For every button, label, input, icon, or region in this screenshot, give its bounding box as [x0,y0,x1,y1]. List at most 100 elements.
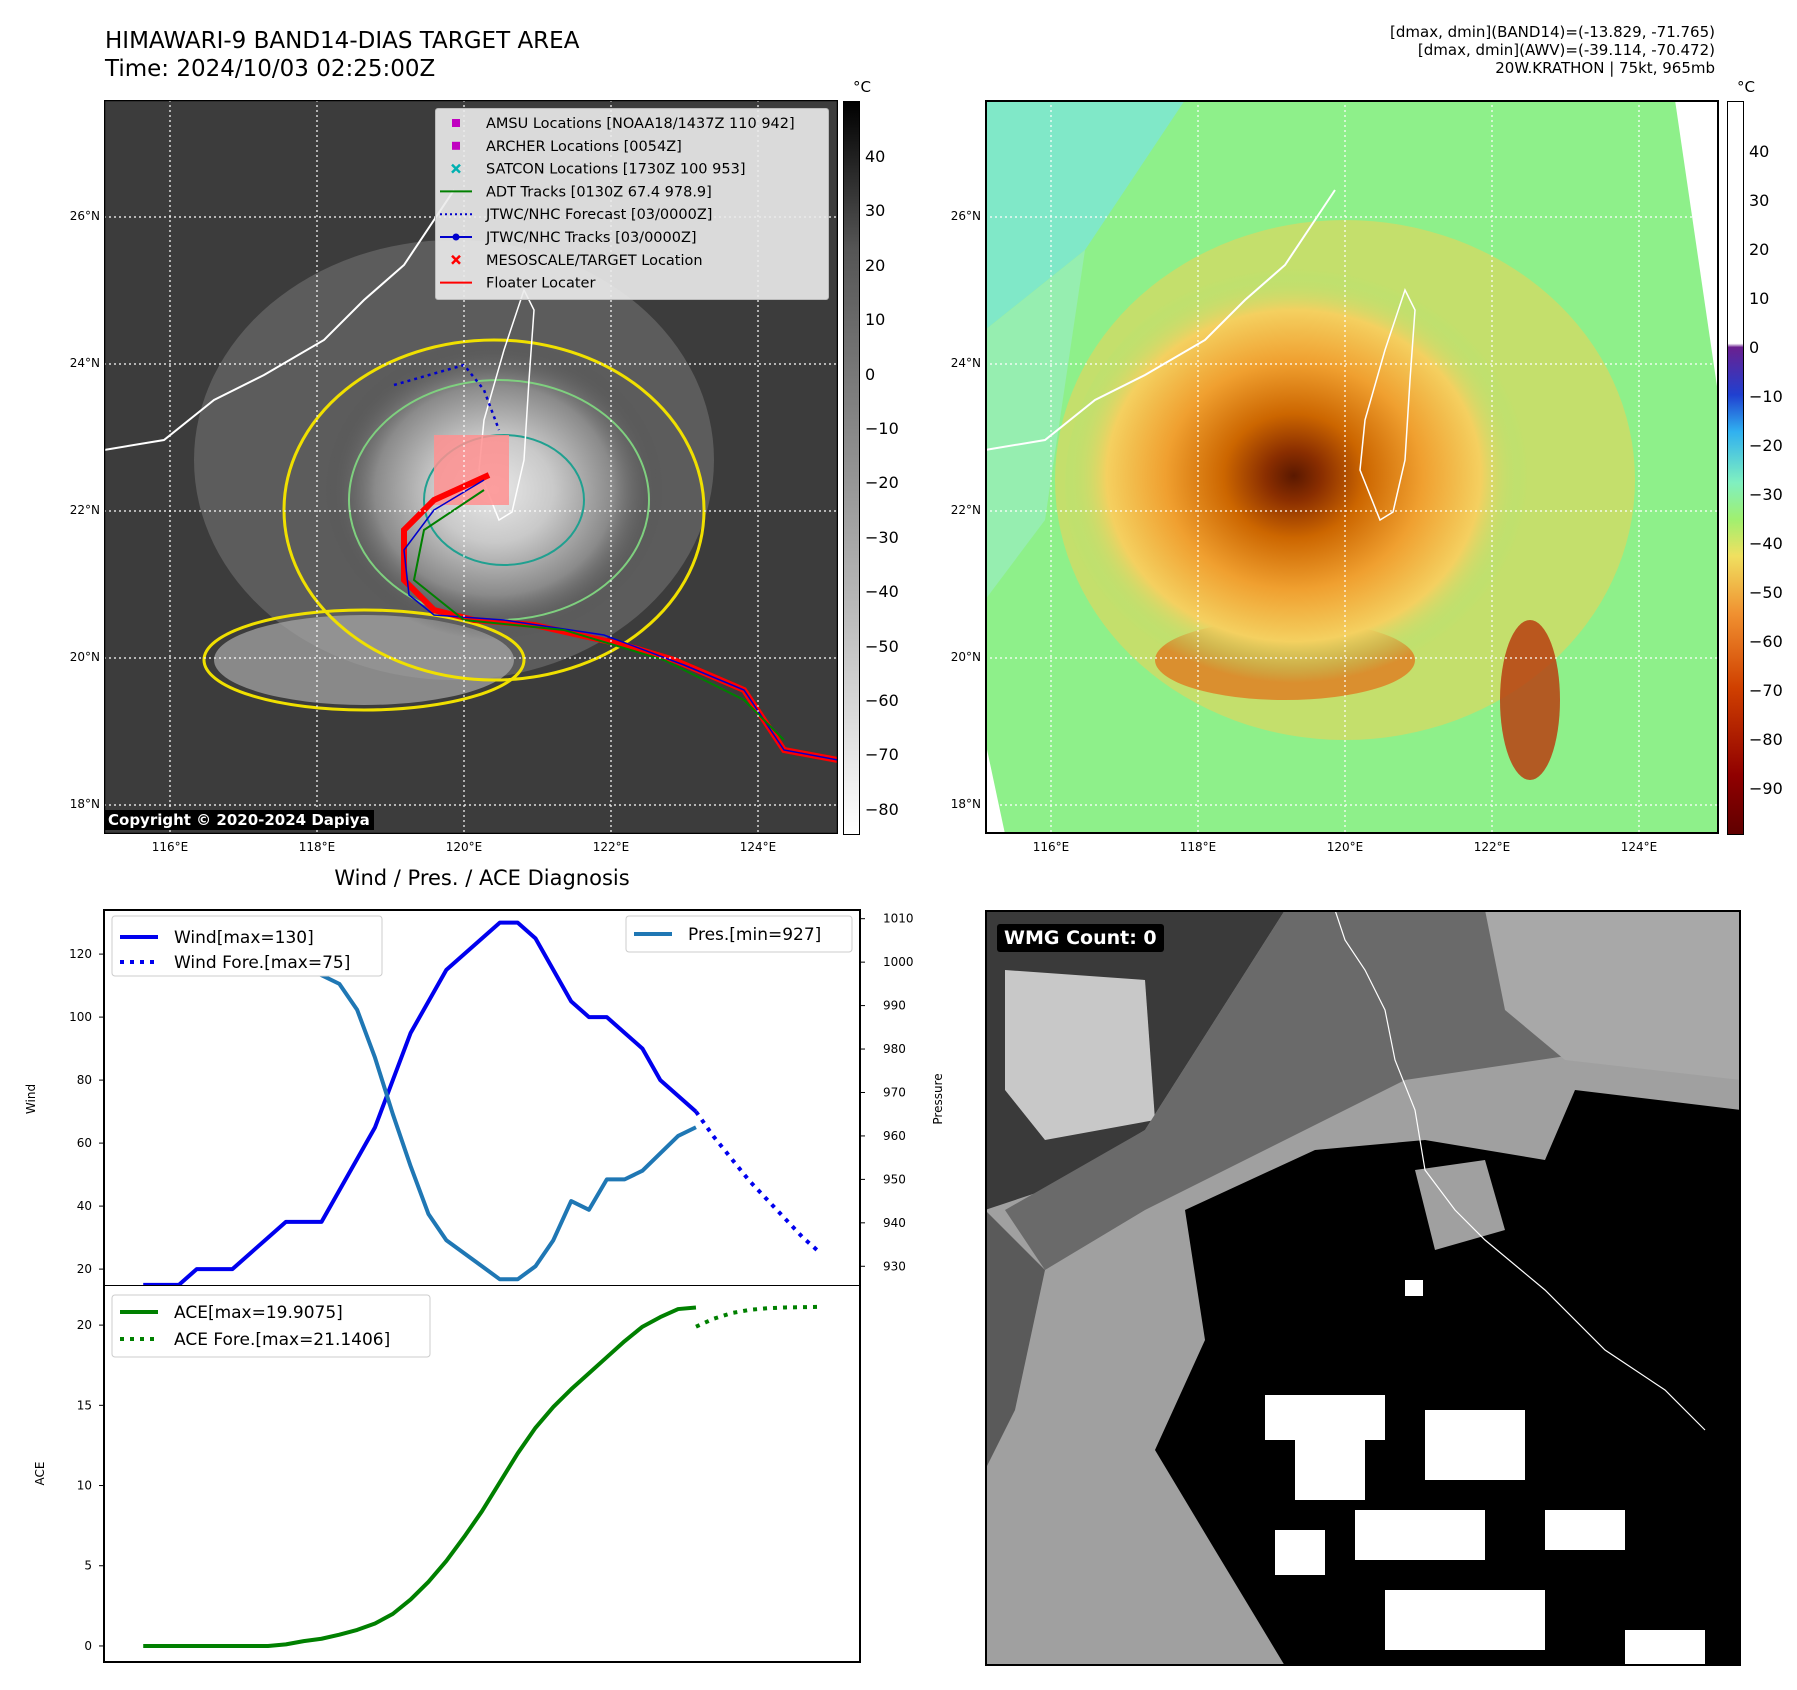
pressure-ytick-label: 950 [883,1172,906,1186]
legend-entry: SATCON Locations [1730Z 100 953] [451,162,745,178]
lon-ticks-left: 116°E 118°E 120°E 122°E 124°E [104,840,838,860]
lat-tick-label: 20°N [950,650,981,664]
ace-ytick-label: 20 [77,1318,92,1332]
legend-label: Wind[max=130] [174,928,314,948]
wind-axis-label: Wind [24,1084,38,1114]
lon-tick-label: 116°E [1032,840,1070,854]
series-line-wind-forecast [694,1110,823,1255]
ace-ytick-label: 15 [77,1398,92,1412]
wmg-gray-inset [1415,1160,1505,1250]
colorbar-tick-label: 10 [1749,289,1770,308]
wmg-coastline [1334,910,1706,1431]
lat-tick-label: 22°N [69,503,100,517]
awv-nodata-left [985,740,1005,834]
legend-label: Pres.[min=927] [688,925,821,945]
awv-coastline-taiwan [1359,288,1416,522]
legend-label: Wind Fore.[max=75] [174,953,350,973]
panel-title-band14: HIMAWARI-9 BAND14-DIAS TARGET AREA Time:… [105,27,579,83]
colorbar-awv [1727,101,1744,835]
colorbar-tick-label: −20 [865,473,899,493]
colorbar-tick-label: −20 [1749,436,1783,455]
colorbar-tick-label: −70 [1749,681,1783,700]
colorbar-tick-label: −70 [865,745,899,765]
lat-tick-label: 26°N [950,209,981,223]
legend-label: ADT Tracks [0130Z 67.4 978.9] [486,184,712,200]
lon-tick-label: 116°E [151,840,189,854]
colorbar-tick-label: −90 [1749,779,1783,798]
colorbar-tick-label: 0 [865,364,876,384]
awv-coastline-china [985,189,1336,451]
legend-label: ACE Fore.[max=21.1406] [174,1330,390,1350]
awv-map [985,100,1719,834]
stats-line-1: [dmax, dmin](BAND14)=(-13.829, -71.765) [1390,23,1715,41]
coastline-china [104,189,455,451]
legend-entry: ADT Tracks [0130Z 67.4 978.9] [440,184,712,200]
awv-nodata-right [1675,100,1719,400]
colorbar-tick-label: −10 [1749,387,1783,406]
awv-storm [1065,255,1585,715]
pressure-ytick-label: 930 [883,1259,906,1273]
legend-label: AMSU Locations [NOAA18/1437Z 110 942] [486,116,795,132]
colorbar-tick-label: 40 [1749,142,1770,161]
wmg-left-stripe [985,1210,1045,1470]
legend-x-marker [451,163,461,174]
colorbar-tick-label: −60 [865,691,899,710]
legend-label: ACE[max=19.9075] [174,1303,343,1323]
colorbar-tick-label: −30 [1749,485,1783,504]
wind-ytick-label: 100 [69,1010,92,1024]
title-line-2: Time: 2024/10/03 02:25:00Z [105,56,436,82]
colorbar-band14 [843,101,860,835]
lat-tick-label: 18°N [69,797,100,811]
contour-outer [282,338,706,682]
ace-ytick-label: 5 [84,1559,92,1573]
legend-label: Floater Locater [486,276,595,292]
legend-entry: JTWC/NHC Tracks [03/0000Z] [440,230,697,246]
colorbar-tick-label: 30 [865,201,886,221]
stats-header: [dmax, dmin](BAND14)=(-13.829, -71.765) … [1390,23,1715,77]
colorbar-tick-label: 40 [865,147,886,166]
legend-dot [452,233,460,241]
pressure-ytick-label: 940 [883,1216,906,1230]
legend-label: SATCON Locations [1730Z 100 953] [486,162,745,178]
title-line-1: HIMAWARI-9 BAND14-DIAS TARGET AREA [105,28,580,54]
series-line-ace [143,1305,697,1648]
stats-line-2: [dmax, dmin](AWV)=(-39.114, -70.472) [1417,41,1715,59]
legend-entry: MESOSCALE/TARGET Location [451,253,703,269]
lat-tick-label: 22°N [950,503,981,517]
lon-tick-label: 118°E [298,840,336,854]
lon-tick-label: 122°E [1473,840,1511,854]
lon-tick-label: 120°E [445,840,483,854]
legend-entry: ARCHER Locations [0054Z] [452,139,682,155]
colorbar-tick-label: 10 [865,310,886,330]
series-line-wind [143,920,698,1287]
lon-tick-label: 118°E [1179,840,1217,854]
legend-x-marker [451,254,461,265]
wind-legend: Wind[max=130] Wind Fore.[max=75] [111,915,383,977]
legend-square-marker [452,119,460,127]
pressure-ytick-label: 990 [883,999,906,1013]
ace-ytick-label: 10 [77,1479,92,1493]
legend-entry: AMSU Locations [NOAA18/1437Z 110 942] [452,116,795,132]
pressure-ytick-label: 970 [883,1085,906,1099]
pressure-axis-label: Pressure [931,1073,945,1124]
legend-label: MESOSCALE/TARGET Location [486,253,703,269]
coastline-taiwan [478,288,535,522]
grid-lines [104,100,838,834]
legend-entry: JTWC/NHC Forecast [03/0000Z] [440,207,712,223]
colorbar-tick-label: −30 [865,527,899,547]
legend-label: JTWC/NHC Tracks [03/0000Z] [485,230,697,246]
lon-tick-label: 124°E [1620,840,1658,854]
colorbar-tick-label: 20 [1749,240,1770,259]
colorbar-unit-left: °C [853,78,871,96]
lat-tick-label: 26°N [69,209,100,223]
colorbar-tick-label: −80 [1749,730,1783,749]
lat-tick-label: 18°N [950,797,981,811]
pressure-legend: Pres.[min=927] [625,915,853,953]
wmg-map [985,910,1741,1666]
colorbar-tick-label: 0 [1749,338,1760,357]
wind-ytick-label: 80 [77,1073,92,1087]
contour-band [202,608,526,712]
pressure-ytick-label: 1000 [883,955,914,969]
lon-ticks-right: 116°E 118°E 120°E 122°E 124°E [985,840,1719,860]
lat-tick-label: 20°N [69,650,100,664]
